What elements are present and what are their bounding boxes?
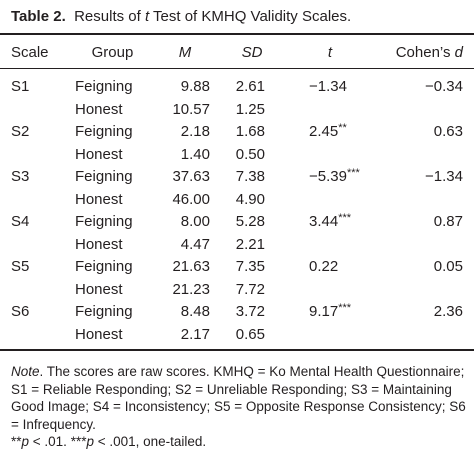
cell-group: Honest [75, 236, 123, 253]
bottom-rule [0, 349, 474, 351]
sig2-p: p [86, 434, 94, 449]
cell-group: Feigning [75, 123, 133, 140]
significance-mark: *** [346, 167, 360, 179]
cell-m: 8.48 [180, 303, 210, 320]
cell-group: Feigning [75, 258, 133, 275]
cell-sd: 0.50 [235, 146, 265, 163]
cell-scale: S6 [11, 303, 30, 320]
sig2-text: < .001, one-tailed. [93, 434, 207, 449]
sig2-mark: *** [70, 434, 87, 449]
cell-t: −5.39*** [309, 167, 360, 187]
top-rule [0, 33, 474, 35]
t-value: 2.45 [309, 123, 339, 140]
cell-scale: S3 [11, 168, 30, 185]
t-value: 0.22 [309, 258, 339, 275]
header-t: t [327, 44, 333, 61]
cell-m: 2.17 [180, 326, 210, 343]
header-sd: SD [241, 44, 263, 61]
cell-cohens-d: 0.05 [433, 258, 463, 275]
cell-group: Honest [75, 146, 123, 163]
header-d-prefix: Cohen’s [395, 44, 455, 61]
cell-t: 9.17*** [309, 302, 352, 322]
significance-mark: *** [338, 212, 352, 224]
header-cohens-d: Cohen’s d [360, 44, 463, 62]
cell-sd: 7.35 [235, 258, 265, 275]
cell-m: 2.18 [180, 123, 210, 140]
cell-m: 1.40 [180, 146, 210, 163]
cell-sd: 3.72 [235, 303, 265, 320]
header-d-italic: d [454, 44, 463, 61]
significance-note: **p < .01. ***p < .001, one-tailed. [11, 433, 471, 451]
significance-mark: *** [338, 302, 352, 314]
cell-group: Honest [75, 326, 123, 343]
cell-cohens-d: 2.36 [433, 303, 463, 320]
t-value: 3.44 [309, 213, 339, 230]
note-text: . The scores are raw scores. KMHQ = Ko M… [11, 364, 466, 432]
title-text-italic: t [144, 8, 150, 25]
cell-sd: 2.21 [235, 236, 265, 253]
cell-m: 21.23 [172, 281, 210, 298]
cell-t: −1.34 [309, 78, 347, 97]
cell-m: 9.88 [180, 78, 210, 95]
cell-cohens-d: −0.34 [425, 78, 463, 95]
header-group: Group [91, 44, 134, 61]
sig1-p: p [21, 434, 30, 449]
sig1-mark: ** [11, 434, 22, 449]
cell-t: 2.45** [309, 122, 347, 142]
cell-m: 4.47 [180, 236, 210, 253]
cell-m: 10.57 [172, 101, 210, 118]
cell-sd: 7.72 [235, 281, 265, 298]
cell-group: Honest [75, 191, 123, 208]
cell-m: 46.00 [172, 191, 210, 208]
t-value: −5.39 [309, 168, 347, 185]
table-note: Note. The scores are raw scores. KMHQ = … [11, 363, 471, 451]
table-label: Table 2. [11, 8, 66, 25]
significance-mark: ** [338, 122, 347, 134]
cell-cohens-d: 0.87 [433, 213, 463, 230]
cell-cohens-d: −1.34 [425, 168, 463, 185]
cell-t: 3.44*** [309, 212, 352, 232]
table-title: Table 2. Results of t Test of KMHQ Valid… [11, 8, 351, 25]
cell-cohens-d: 0.63 [433, 123, 463, 140]
cell-sd: 1.25 [235, 101, 265, 118]
title-text-before: Results of [74, 8, 145, 25]
cell-group: Honest [75, 101, 123, 118]
cell-group: Honest [75, 281, 123, 298]
cell-group: Feigning [75, 303, 133, 320]
t-value: 9.17 [309, 303, 339, 320]
cell-m: 8.00 [180, 213, 210, 230]
note-paragraph: Note. The scores are raw scores. KMHQ = … [11, 363, 471, 433]
cell-sd: 4.90 [235, 191, 265, 208]
cell-scale: S1 [11, 78, 30, 95]
cell-scale: S2 [11, 123, 30, 140]
cell-scale: S4 [11, 213, 30, 230]
cell-sd: 0.65 [235, 326, 265, 343]
cell-t: 0.22 [309, 258, 338, 277]
cell-m: 37.63 [172, 168, 210, 185]
cell-sd: 2.61 [235, 78, 265, 95]
title-text-after: Test of KMHQ Validity Scales. [149, 8, 352, 25]
sig1-text: < .01. [29, 434, 71, 449]
note-label: Note [11, 364, 40, 379]
cell-group: Feigning [75, 78, 133, 95]
cell-sd: 1.68 [235, 123, 265, 140]
cell-sd: 7.38 [235, 168, 265, 185]
cell-sd: 5.28 [235, 213, 265, 230]
cell-scale: S5 [11, 258, 30, 275]
header-scale: Scale [11, 44, 49, 61]
t-value: −1.34 [309, 78, 347, 95]
header-m: M [178, 44, 192, 61]
cell-m: 21.63 [172, 258, 210, 275]
header-rule [0, 68, 474, 69]
cell-group: Feigning [75, 168, 133, 185]
cell-group: Feigning [75, 213, 133, 230]
